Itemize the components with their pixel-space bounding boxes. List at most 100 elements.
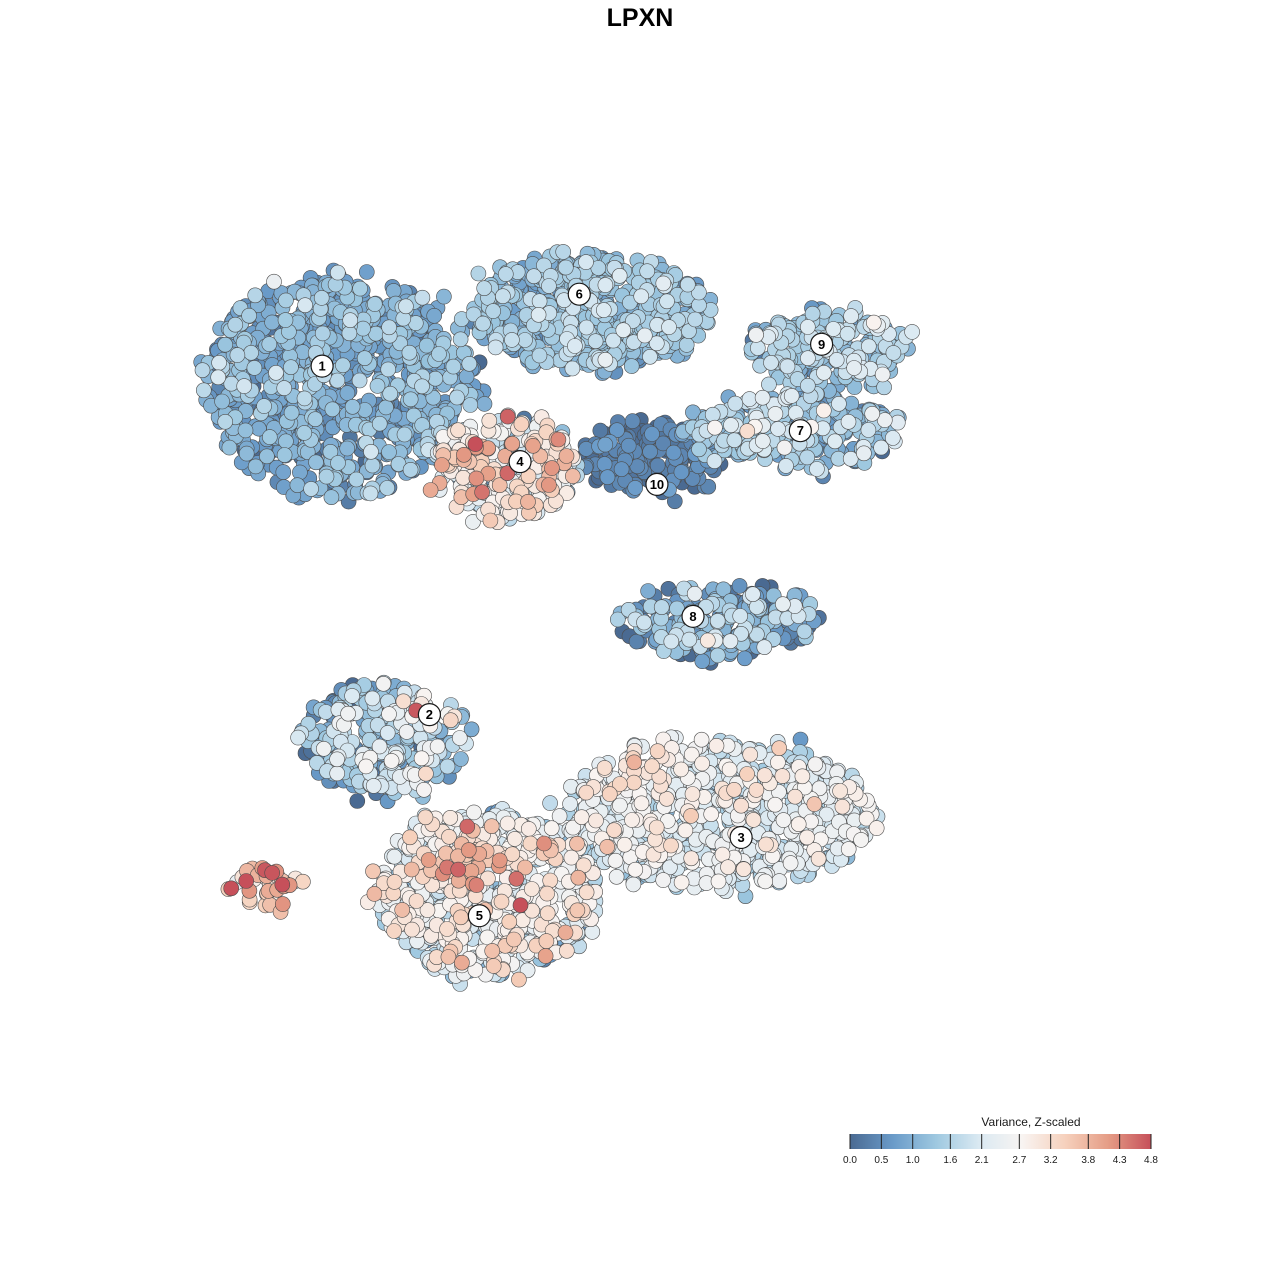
data-point [655, 275, 672, 292]
data-point [439, 758, 456, 775]
data-point [525, 437, 541, 454]
data-point [470, 265, 487, 282]
data-point [770, 421, 786, 437]
data-point [466, 804, 482, 821]
data-point [699, 632, 716, 649]
data-point [455, 469, 472, 486]
data-point [677, 822, 694, 839]
data-point [375, 675, 392, 692]
data-point [827, 433, 843, 450]
data-point [756, 639, 773, 656]
data-point [483, 818, 500, 835]
point-layer [193, 244, 920, 992]
data-point [626, 774, 642, 791]
data-point [687, 311, 703, 328]
data-point [783, 388, 800, 404]
data-point [597, 351, 614, 368]
data-point [452, 909, 469, 926]
data-point [237, 422, 254, 439]
data-point [840, 413, 857, 430]
data-point [794, 768, 811, 785]
data-point [451, 730, 468, 746]
data-point [640, 583, 656, 599]
cluster-label-text: 8 [689, 609, 696, 624]
data-point [363, 443, 379, 460]
data-point [493, 893, 510, 910]
cluster-label-text: 10 [650, 477, 664, 492]
data-point [364, 690, 381, 707]
data-point [335, 357, 351, 374]
data-point [597, 277, 614, 293]
data-point [460, 842, 477, 858]
data-point [419, 902, 436, 918]
data-point [513, 416, 530, 432]
data-point [570, 869, 587, 886]
cluster-label-text: 2 [426, 707, 433, 722]
data-point [856, 445, 872, 462]
data-point [774, 768, 791, 784]
data-point [681, 631, 698, 648]
legend-tick-label: 0.5 [874, 1155, 888, 1166]
data-point [686, 585, 703, 602]
data-point [616, 836, 633, 853]
data-point [329, 264, 346, 281]
cluster-label-1: 1 [310, 354, 334, 378]
data-point [362, 485, 379, 502]
data-point [684, 786, 701, 802]
cluster-label-4: 4 [508, 450, 532, 474]
data-point [261, 336, 278, 352]
data-point [381, 319, 397, 336]
data-point [727, 395, 744, 412]
data-point [485, 303, 502, 319]
data-point [462, 397, 479, 413]
data-point [366, 886, 383, 902]
data-point [557, 924, 574, 941]
data-point [596, 760, 613, 776]
data-point [458, 368, 475, 385]
data-point [322, 443, 339, 460]
data-point [562, 796, 578, 812]
data-point [736, 650, 753, 667]
data-point [358, 264, 375, 280]
data-point [371, 738, 388, 755]
data-point [395, 693, 412, 710]
data-point [644, 426, 660, 442]
data-point [799, 829, 815, 846]
data-point [402, 391, 419, 408]
data-point [799, 449, 816, 466]
data-point [620, 437, 637, 454]
data-point [599, 839, 616, 855]
data-point [558, 942, 575, 959]
data-point [210, 369, 226, 386]
data-point [563, 849, 580, 866]
data-point [365, 778, 382, 794]
data-point [782, 855, 799, 871]
data-point [348, 471, 365, 488]
data-point [706, 453, 723, 469]
data-point [595, 302, 612, 318]
data-point [539, 885, 555, 902]
data-point [596, 456, 613, 472]
data-point [588, 812, 604, 829]
data-point [454, 954, 470, 971]
data-point [452, 331, 469, 348]
data-point [722, 633, 739, 650]
data-point [624, 812, 640, 828]
data-point [889, 414, 906, 431]
cluster-label-text: 7 [797, 423, 804, 438]
data-point [754, 433, 771, 449]
data-point [683, 808, 699, 824]
data-point [757, 873, 774, 890]
data-point [422, 482, 439, 498]
data-point [775, 596, 791, 613]
cluster-label-2: 2 [417, 703, 441, 727]
data-point [868, 820, 885, 836]
data-point [351, 372, 368, 389]
data-point [297, 297, 313, 314]
data-point [358, 758, 374, 775]
data-point [694, 755, 710, 772]
data-point [663, 837, 679, 854]
data-point [344, 398, 361, 415]
data-point [748, 327, 764, 343]
